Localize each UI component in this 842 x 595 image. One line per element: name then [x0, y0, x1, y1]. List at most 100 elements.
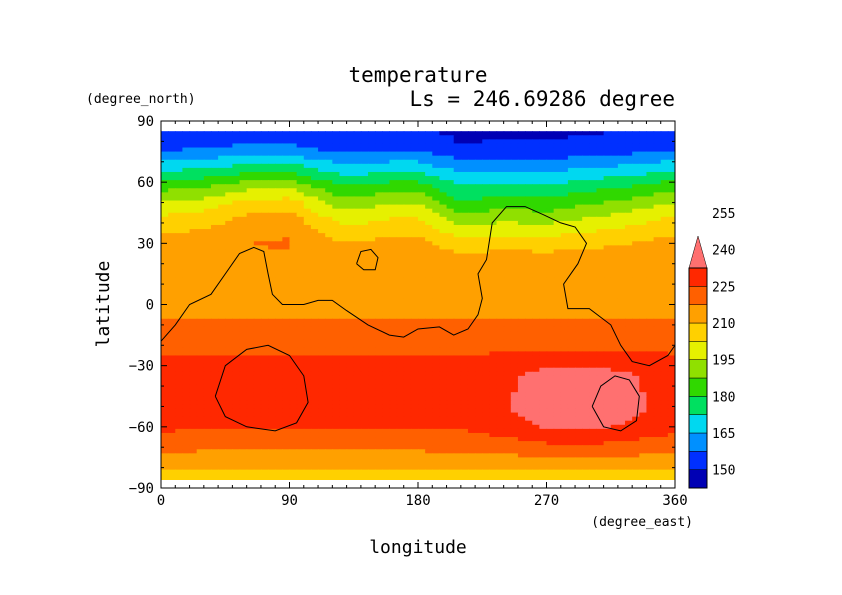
field-cell [667, 208, 675, 214]
field-cell [260, 355, 269, 361]
field-cell [432, 188, 441, 193]
field-cell [446, 351, 455, 357]
field-cell [175, 216, 184, 222]
field-cell [353, 147, 362, 153]
field-cell [260, 318, 269, 324]
field-cell [396, 257, 405, 263]
field-cell [339, 404, 348, 410]
field-cell [203, 269, 212, 275]
field-cell [475, 135, 483, 140]
field-cell [225, 147, 233, 153]
field-cell [253, 310, 262, 316]
field-cell [539, 200, 548, 206]
field-cell [667, 261, 675, 267]
field-cell [253, 188, 262, 193]
field-cell [196, 363, 205, 369]
field-cell [375, 204, 383, 210]
field-cell [210, 216, 219, 222]
field-cell [517, 184, 526, 189]
field-cell [446, 155, 455, 161]
field-cell [439, 233, 448, 238]
field-cell [296, 375, 305, 381]
field-cell [453, 277, 462, 283]
field-cell [639, 216, 648, 222]
field-cell [639, 147, 648, 153]
field-cell [639, 359, 648, 365]
field-cell [546, 396, 555, 401]
field-cell [303, 192, 312, 198]
field-cell [368, 322, 376, 328]
field-cell [161, 212, 169, 218]
field-cell [475, 192, 483, 198]
field-cell [239, 396, 248, 401]
field-cell [496, 131, 505, 136]
field-cell [625, 269, 633, 275]
field-cell [203, 310, 212, 316]
field-cell [410, 265, 419, 271]
field-cell [210, 408, 219, 414]
field-cell [646, 265, 655, 271]
field-cell [353, 155, 362, 161]
field-cell [332, 290, 341, 295]
field-cell [182, 351, 191, 357]
field-cell [296, 196, 305, 202]
field-cell [303, 257, 312, 263]
field-cell [546, 163, 555, 169]
field-cell [460, 237, 469, 242]
field-cell [225, 400, 233, 406]
field-cell [175, 224, 184, 230]
field-cell [318, 273, 326, 279]
field-cell [239, 400, 248, 406]
field-cell [175, 314, 184, 320]
field-cell [339, 363, 348, 369]
field-cell [639, 273, 648, 279]
field-cell [546, 261, 555, 267]
field-cell [353, 355, 362, 361]
field-cell [332, 224, 341, 230]
field-cell [482, 326, 490, 332]
field-cell [368, 277, 376, 283]
field-cell [260, 131, 269, 136]
field-cell [418, 294, 426, 299]
field-cell [610, 384, 619, 389]
field-cell [260, 135, 269, 140]
field-cell [360, 294, 369, 299]
field-cell [589, 404, 598, 410]
field-cell [439, 290, 448, 295]
field-cell [218, 371, 226, 377]
field-cell [667, 375, 675, 381]
field-cell [553, 220, 562, 226]
field-cell [653, 355, 662, 361]
field-cell [496, 322, 505, 328]
field-cell [175, 151, 184, 157]
field-cell [589, 253, 598, 259]
field-cell [639, 143, 648, 149]
field-cell [575, 151, 583, 157]
field-cell [275, 163, 283, 169]
field-cell [560, 384, 569, 389]
field-cell [161, 298, 169, 304]
field-cell [575, 224, 583, 230]
field-cell [332, 212, 341, 218]
field-cell [439, 224, 448, 230]
field-cell [260, 326, 269, 332]
field-cell [660, 343, 669, 348]
field-cell [239, 184, 248, 189]
field-cell [239, 294, 248, 299]
field-cell [189, 314, 198, 320]
field-cell [653, 265, 662, 271]
field-cell [310, 220, 319, 226]
field-cell [446, 363, 455, 369]
field-cell [368, 208, 376, 214]
field-cell [496, 204, 505, 210]
field-cell [296, 367, 305, 373]
field-cell [382, 396, 391, 401]
field-cell [639, 163, 648, 169]
field-cell [632, 208, 640, 214]
field-cell [189, 180, 198, 185]
field-cell [567, 200, 576, 206]
field-cell [539, 163, 548, 169]
field-cell [232, 233, 241, 238]
field-cell [610, 147, 619, 153]
field-cell [410, 326, 419, 332]
